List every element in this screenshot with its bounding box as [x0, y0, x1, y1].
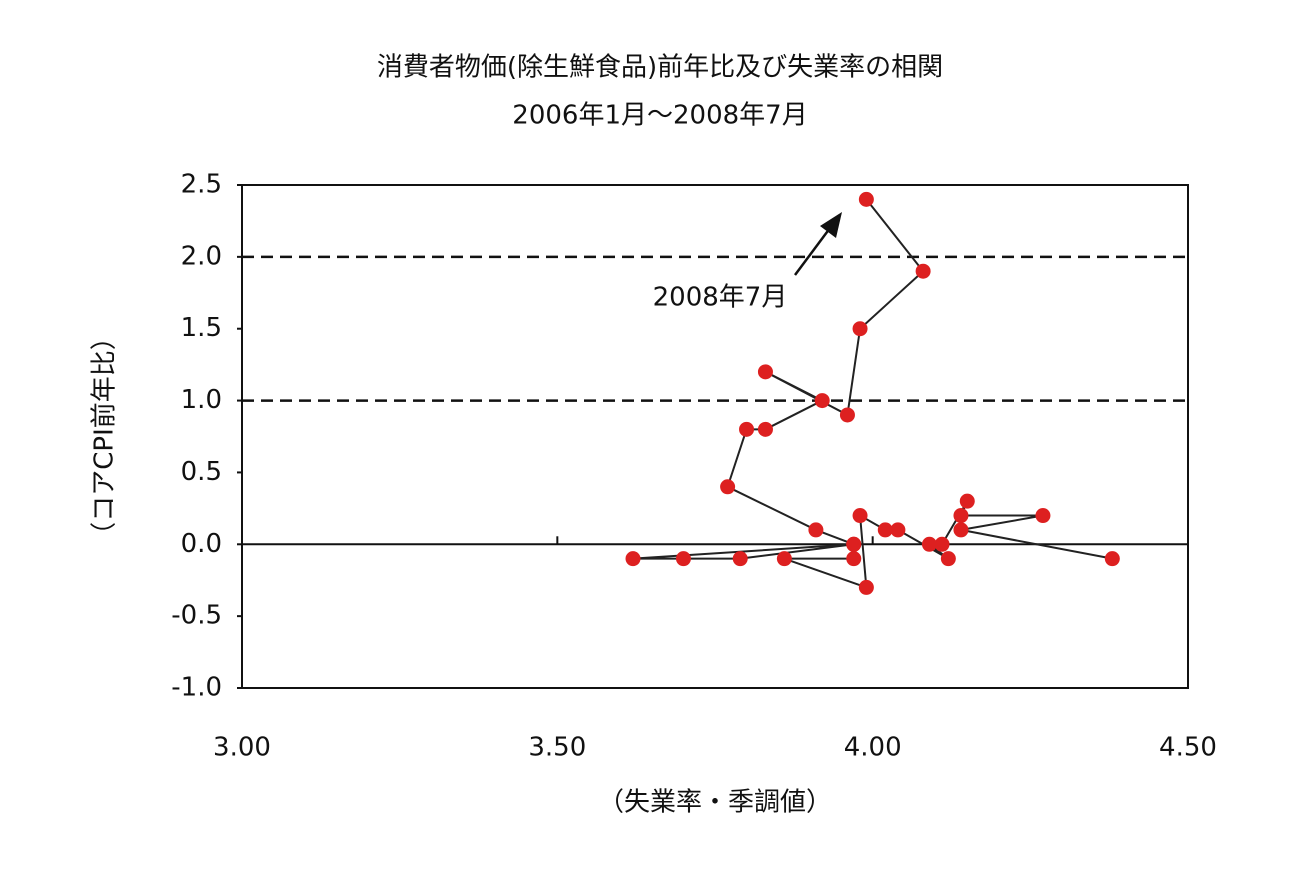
y-tick-label: 0.5: [181, 457, 222, 487]
data-point: [808, 522, 824, 538]
data-point: [877, 522, 893, 538]
y-tick-label: 1.0: [181, 385, 222, 415]
data-point: [890, 522, 906, 538]
data-point: [846, 536, 862, 552]
x-tick-label: 4.00: [844, 733, 902, 763]
data-point: [852, 321, 868, 337]
data-point: [940, 551, 956, 567]
data-point: [675, 551, 691, 567]
y-tick-label: -0.5: [171, 601, 222, 631]
data-point: [921, 536, 937, 552]
data-point: [858, 579, 874, 595]
data-point: [732, 551, 748, 567]
x-tick-label: 4.50: [1159, 733, 1217, 763]
x-tick-label: 3.00: [213, 733, 271, 763]
y-tick-label: 1.5: [181, 313, 222, 343]
data-point: [852, 508, 868, 524]
data-point: [953, 522, 969, 538]
data-point: [720, 479, 736, 495]
y-tick-label: 2.5: [181, 170, 222, 200]
data-point: [625, 551, 641, 567]
data-point: [1035, 508, 1051, 524]
data-point: [839, 407, 855, 423]
x-tick-label: 3.50: [528, 733, 586, 763]
data-point: [1104, 551, 1120, 567]
annotation-arrow: [793, 227, 832, 276]
x-axis-label: （失業率・季調値）: [598, 788, 832, 818]
y-tick-label: 2.0: [181, 241, 222, 271]
data-point: [739, 421, 755, 437]
data-point: [757, 364, 773, 380]
chart-title: 消費者物価(除生鮮食品)前年比及び失業率の相関: [377, 53, 943, 83]
data-point: [846, 551, 862, 567]
data-point: [959, 493, 975, 509]
data-point: [858, 191, 874, 207]
plot-frame: [241, 184, 1189, 689]
y-tick-label: 0.0: [181, 529, 222, 559]
data-point: [814, 393, 830, 409]
data-point: [934, 536, 950, 552]
annotation-arrowhead: [820, 212, 842, 238]
data-point: [953, 508, 969, 524]
chart-subtitle: 2006年1月～2008年7月: [512, 101, 807, 131]
annotation: 2008年7月: [653, 283, 788, 313]
y-tick-label: -1.0: [171, 673, 222, 703]
data-point: [757, 421, 773, 437]
y-axis-label: （コアCPI前年比）: [90, 324, 120, 548]
data-point: [915, 263, 931, 279]
data-point: [776, 551, 792, 567]
